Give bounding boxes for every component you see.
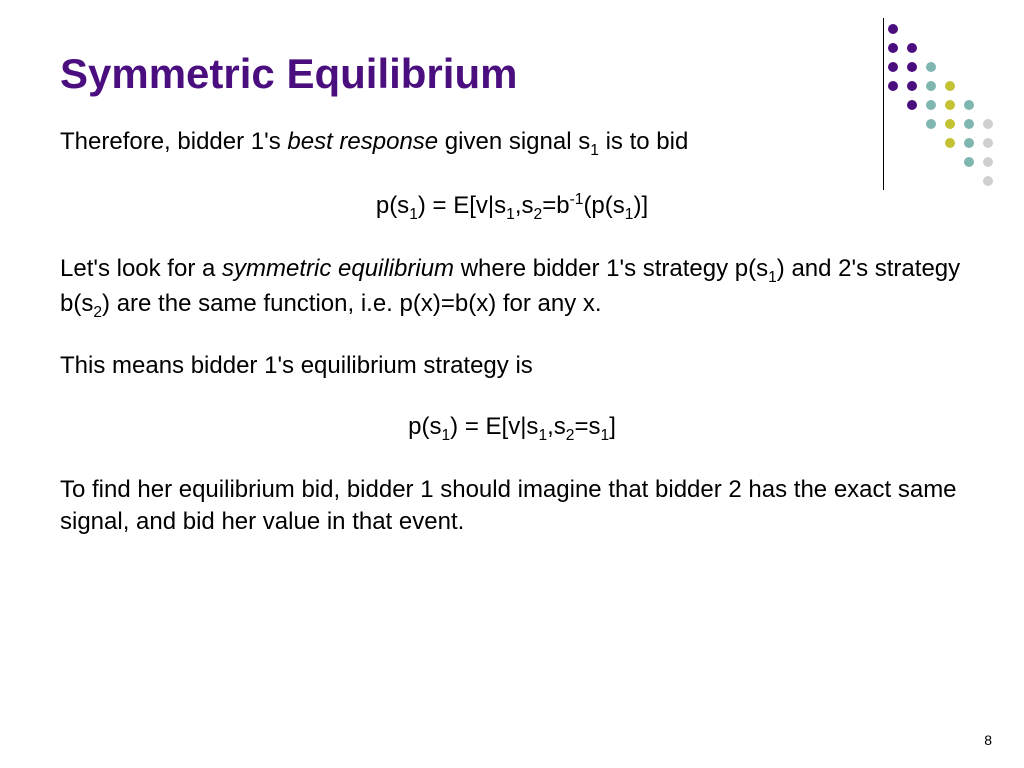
eq-text: ) = E[v|s bbox=[450, 413, 538, 440]
text: Let's look for a bbox=[60, 255, 222, 282]
slide: Symmetric Equilibrium Therefore, bidder … bbox=[0, 0, 1024, 768]
paragraph-symmetric: Let's look for a symmetric equilibrium w… bbox=[60, 253, 964, 323]
vertical-divider bbox=[883, 18, 884, 190]
eq-text: p(s bbox=[408, 413, 441, 440]
eq-text: ] bbox=[609, 413, 616, 440]
text-italic: symmetric equilibrium bbox=[222, 255, 454, 282]
slide-title: Symmetric Equilibrium bbox=[60, 50, 964, 98]
eq-text: p(s bbox=[376, 192, 409, 219]
text: Therefore, bidder 1's bbox=[60, 128, 287, 155]
eq-text: ) = E[v|s bbox=[418, 192, 506, 219]
subscript: 1 bbox=[441, 427, 450, 444]
subscript: 2 bbox=[534, 206, 543, 223]
subscript: 1 bbox=[409, 206, 418, 223]
slide-body: Therefore, bidder 1's best response give… bbox=[60, 126, 964, 538]
page-number: 8 bbox=[984, 732, 992, 748]
subscript: 1 bbox=[768, 268, 777, 285]
corner-dots-decoration bbox=[886, 22, 1006, 202]
eq-text: ,s bbox=[515, 192, 534, 219]
subscript: 1 bbox=[506, 206, 515, 223]
paragraph-means: This means bidder 1's equilibrium strate… bbox=[60, 350, 964, 382]
subscript: 1 bbox=[590, 142, 599, 159]
text: ) are the same function, i.e. p(x)=b(x) … bbox=[102, 290, 602, 317]
eq-text: )] bbox=[633, 192, 648, 219]
paragraph-intro: Therefore, bidder 1's best response give… bbox=[60, 126, 964, 161]
eq-text: ,s bbox=[547, 413, 566, 440]
equation-1: p(s1) = E[v|s1,s2=b-1(p(s1)] bbox=[60, 189, 964, 225]
text: where bidder 1's strategy p(s bbox=[454, 255, 768, 282]
superscript: -1 bbox=[570, 191, 584, 208]
text: is to bid bbox=[599, 128, 688, 155]
text-italic: best response bbox=[287, 128, 438, 155]
subscript: 1 bbox=[601, 427, 610, 444]
equation-2: p(s1) = E[v|s1,s2=s1] bbox=[60, 411, 964, 446]
eq-text: (p(s bbox=[583, 192, 624, 219]
eq-text: =s bbox=[574, 413, 600, 440]
eq-text: =b bbox=[542, 192, 569, 219]
text: given signal s bbox=[438, 128, 590, 155]
subscript: 1 bbox=[538, 427, 547, 444]
paragraph-conclusion: To find her equilibrium bid, bidder 1 sh… bbox=[60, 474, 964, 539]
subscript: 2 bbox=[93, 303, 102, 320]
